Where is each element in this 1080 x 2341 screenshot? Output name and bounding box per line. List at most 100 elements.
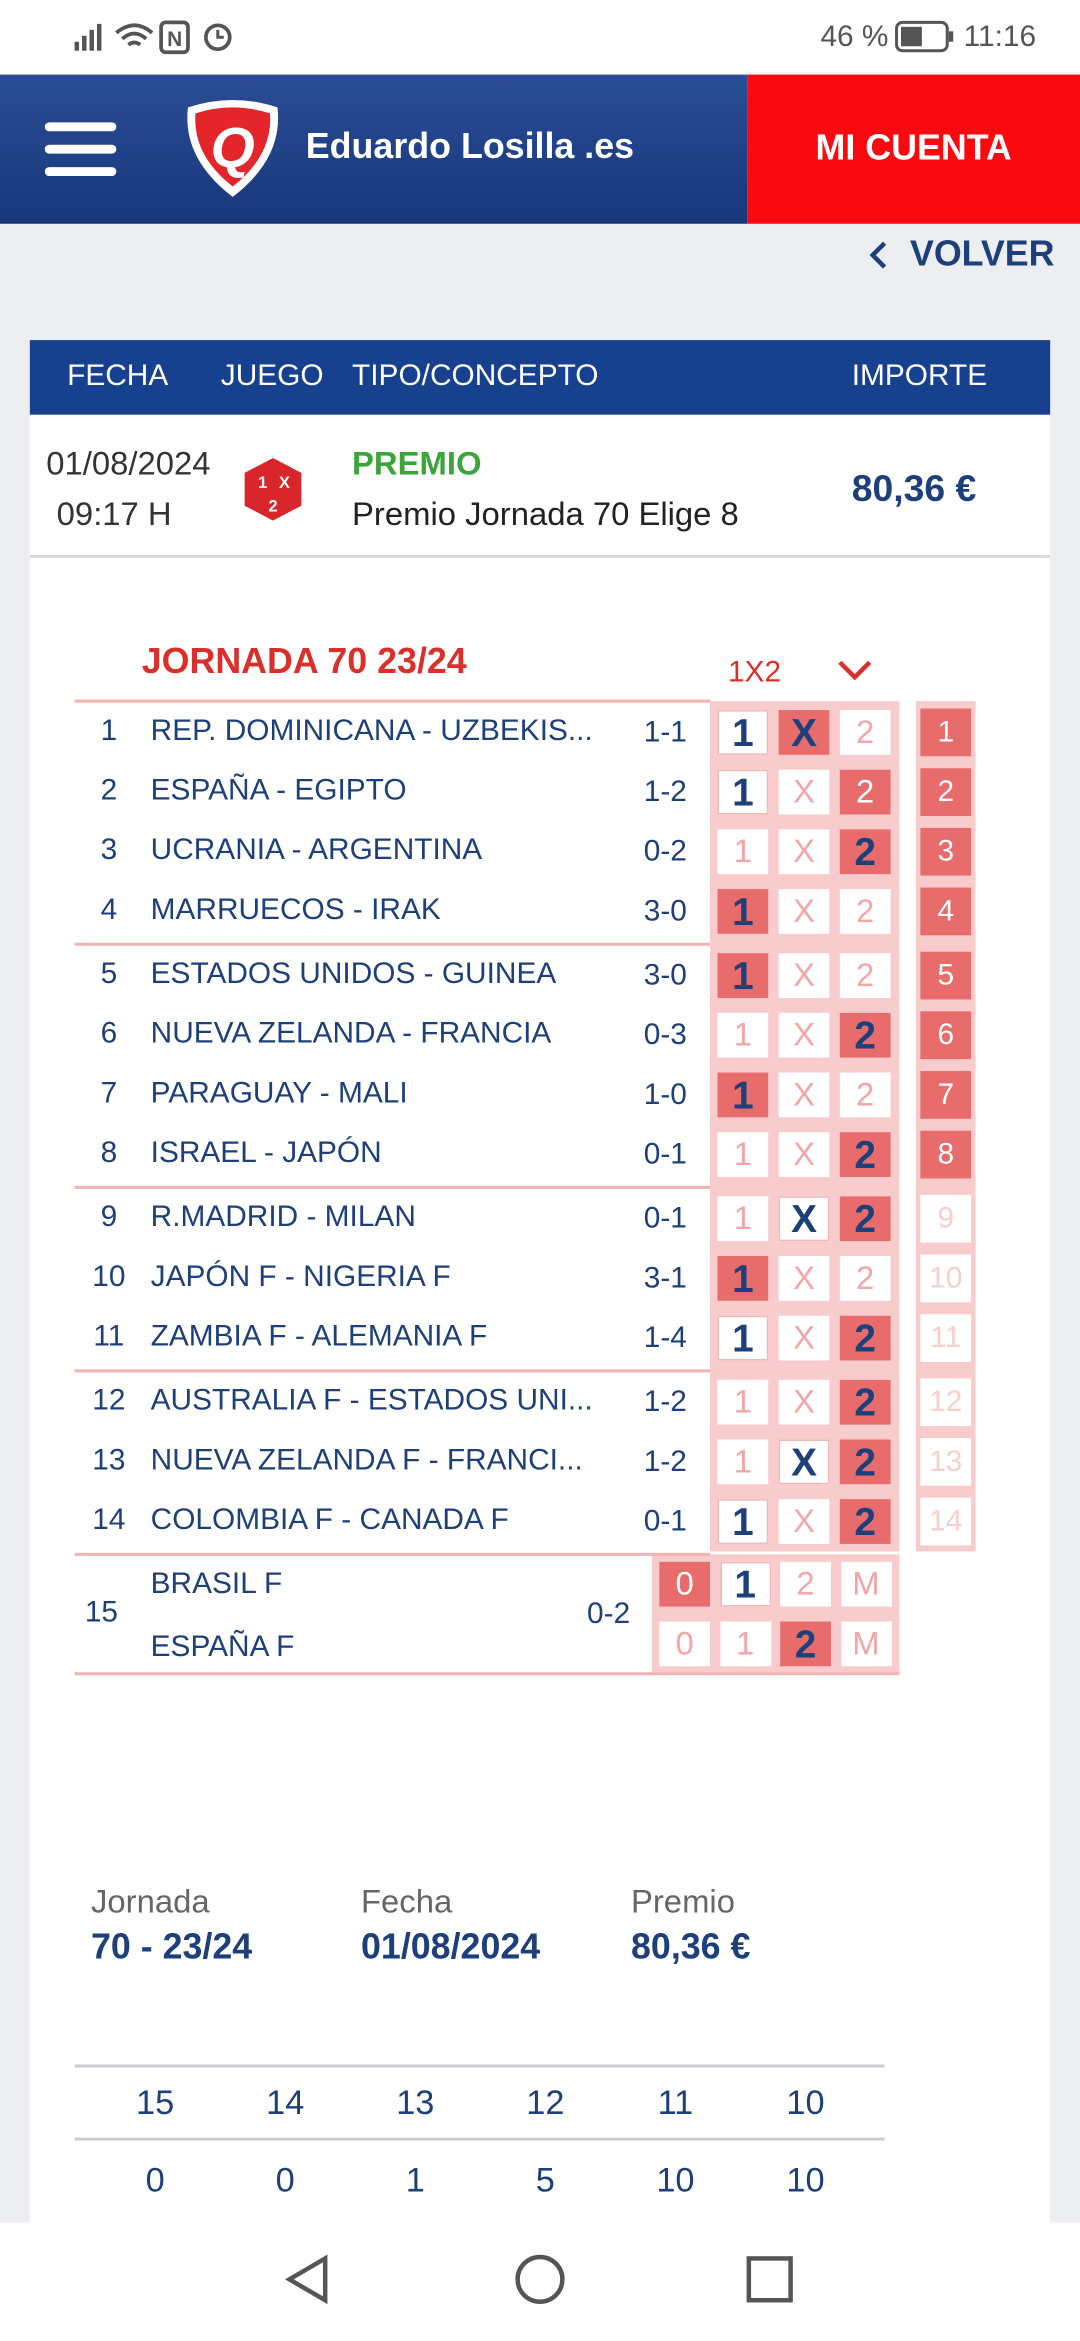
elige-cell: 8	[920, 1130, 972, 1179]
pick-cell: 2	[839, 829, 891, 875]
pick-cell: 1	[719, 1621, 771, 1667]
column-header: JUEGO	[220, 359, 324, 393]
jornada-title: JORNADA 70 23/24	[141, 641, 467, 682]
elige-cell: 1	[920, 708, 972, 757]
hits-count: 10	[786, 2160, 825, 2199]
status-icons: N	[74, 20, 232, 55]
pick-cell: X	[778, 1072, 830, 1118]
match-teams: NUEVA ZELANDA - FRANCIA	[150, 1017, 552, 1051]
pick-cell: 2	[839, 1072, 891, 1118]
nav-recent[interactable]	[743, 2252, 797, 2306]
match-score: 1-4	[643, 1321, 687, 1355]
row-divider	[29, 554, 1051, 558]
hits-count: 1	[405, 2160, 425, 2199]
pick-cell: X	[778, 1439, 830, 1485]
pick-cell: M	[840, 1561, 892, 1607]
pick-cell: X	[778, 1379, 830, 1425]
svg-text:N: N	[167, 28, 182, 51]
match-teams: MARRUECOS - IRAK	[150, 893, 441, 927]
hits-category: 13	[396, 2082, 435, 2122]
menu-button[interactable]	[44, 119, 120, 179]
pick-cell: 1	[717, 1132, 769, 1177]
pick-cell: 1	[717, 1255, 769, 1301]
pick-cell: 2	[839, 1315, 891, 1361]
hits-category: 14	[266, 2082, 305, 2122]
hits-count: 0	[145, 2160, 165, 2199]
nav-back[interactable]	[280, 2252, 334, 2306]
elige-cell: 13	[920, 1438, 972, 1486]
pick-cell: X	[778, 1499, 830, 1544]
match-score: 3-0	[643, 959, 687, 992]
match-number: 14	[92, 1503, 126, 1537]
separator	[74, 1672, 900, 1676]
pick-cell: X	[778, 1315, 830, 1361]
pick-cell: 2	[839, 1379, 891, 1425]
pick-cell: X	[778, 1256, 830, 1301]
column-header: FECHA	[67, 359, 169, 393]
match-teams: ESTADOS UNIDOS - GUINEA	[150, 957, 557, 991]
elige-cell: 9	[920, 1194, 972, 1243]
clock: 11:16	[963, 20, 1037, 54]
summary-value: 70 - 23/24	[90, 1927, 253, 1968]
pick-cell: 2	[839, 1012, 891, 1058]
hits-category: 12	[526, 2082, 565, 2122]
match-score: 0-3	[643, 1018, 687, 1052]
pick-cell: X	[778, 1132, 830, 1177]
match-teams: REP. DOMINICANA - UZBEKIS...	[150, 714, 593, 748]
match-score: 0-1	[643, 1202, 687, 1236]
back-icon	[869, 241, 887, 269]
elige-cell: 3	[920, 827, 972, 876]
svg-text:Q: Q	[211, 117, 255, 180]
account-button[interactable]: MI CUENTA	[747, 74, 1080, 224]
nav-bar	[0, 2222, 1080, 2341]
match-number: 7	[100, 1077, 118, 1110]
match-number: 9	[100, 1200, 118, 1234]
elige-cell: 11	[920, 1314, 972, 1362]
match-teams: PARAGUAY - MALI	[150, 1077, 408, 1110]
match-teams: BRASIL F	[150, 1567, 283, 1601]
pick-cell: M	[840, 1621, 892, 1667]
pick-cell: 2	[839, 1196, 891, 1242]
elige-cell: 4	[920, 887, 972, 936]
hits-count: 0	[275, 2160, 295, 2199]
nav-home[interactable]	[513, 2252, 567, 2306]
match-teams: ESPAÑA - EGIPTO	[150, 774, 407, 808]
column-header: TIPO/CONCEPTO	[352, 359, 599, 393]
elige-cell: 7	[920, 1071, 972, 1119]
mode-toggle[interactable]	[835, 656, 874, 683]
match-number: 12	[92, 1384, 126, 1418]
svg-text:2: 2	[269, 498, 278, 516]
pick-cell: 1	[719, 1561, 771, 1607]
column-header: IMPORTE	[851, 359, 988, 393]
pick-cell: X	[778, 769, 830, 815]
pick-cell: 1	[717, 709, 769, 755]
hits-line	[74, 2064, 885, 2068]
elige-cell: 2	[920, 768, 972, 816]
match-score: 0-1	[643, 1138, 687, 1171]
separator	[74, 1552, 711, 1556]
match-score: 1-0	[643, 1078, 687, 1112]
pick-cell: 2	[839, 889, 891, 934]
match-score: 3-1	[643, 1261, 687, 1295]
summary-value: 80,36 €	[630, 1927, 751, 1968]
summary-label: Premio	[630, 1882, 735, 1920]
table-header	[29, 340, 1051, 415]
pick-cell: 2	[839, 953, 891, 998]
pick-cell: X	[778, 829, 830, 875]
pick-cell: 1	[717, 829, 769, 875]
back-button[interactable]: VOLVER	[909, 234, 1055, 275]
elige-cell: 6	[920, 1011, 972, 1060]
pick-cell: 1	[717, 952, 769, 998]
separator	[74, 1369, 711, 1373]
elige-cell: 14	[920, 1497, 972, 1546]
match-score: 1-2	[643, 1445, 687, 1479]
pick-cell: 2	[780, 1561, 831, 1607]
pick-cell: X	[778, 1196, 830, 1242]
match-teams: AUSTRALIA F - ESTADOS UNI...	[150, 1384, 593, 1418]
match-teams: UCRANIA - ARGENTINA	[150, 833, 483, 867]
hits-count: 10	[656, 2160, 695, 2199]
elige-cell: 10	[920, 1254, 972, 1303]
header: Q Eduardo Losilla .es	[0, 74, 748, 224]
